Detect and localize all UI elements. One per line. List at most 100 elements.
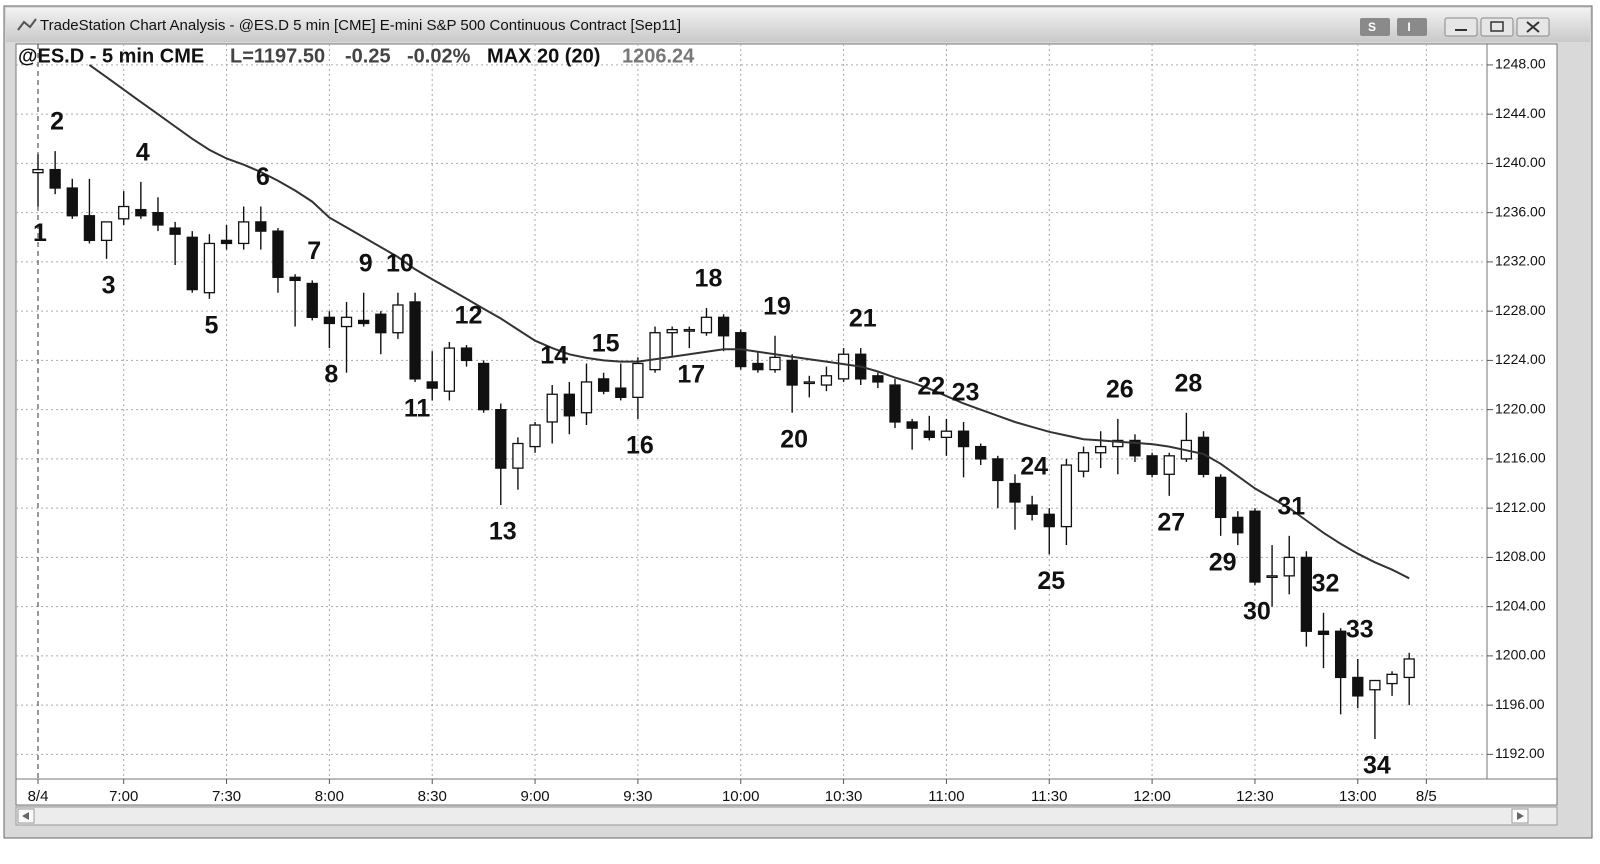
- candle-body: [100, 221, 113, 242]
- candle-body: [1163, 455, 1175, 475]
- app-icon: [17, 18, 37, 31]
- candle-body: [1249, 510, 1261, 583]
- candle-body: [203, 242, 216, 294]
- candle-body: [649, 332, 661, 371]
- grid: 1192.00 1196.00 1200.00 1204.00 1208.00 1212.…: [16, 44, 1546, 805]
- annotation: 1: [33, 219, 47, 247]
- candle-body: [409, 301, 421, 380]
- annotation: 32: [1312, 569, 1340, 597]
- y-tick-label: 1236.00: [1495, 203, 1546, 219]
- annotation: 21: [849, 305, 877, 333]
- candle-body: [666, 328, 678, 334]
- candle-body: [580, 381, 593, 414]
- candle-body: [940, 430, 953, 439]
- candle-body: [83, 215, 96, 242]
- candle-body: [1112, 439, 1124, 448]
- x-tick-label: 8/5: [1416, 788, 1437, 805]
- x-tick-label: 10:00: [722, 788, 760, 805]
- candle-body: [375, 313, 387, 334]
- candle-body: [717, 316, 730, 337]
- candle-body: [49, 168, 61, 189]
- pct-change: -0.02%: [407, 45, 471, 67]
- y-tick-label: 1208.00: [1495, 548, 1546, 564]
- candle-body: [306, 282, 318, 318]
- annotation: 31: [1277, 492, 1305, 520]
- candle-body: [923, 430, 935, 439]
- candle-body: [1215, 476, 1227, 519]
- candle-body: [786, 359, 798, 386]
- annotation: 18: [695, 265, 723, 293]
- annotation: 15: [592, 329, 620, 357]
- y-tick-label: 1192.00: [1495, 745, 1545, 761]
- indicator-value: 1206.24: [622, 45, 695, 67]
- annotation: 3: [102, 271, 116, 299]
- candle-body: [803, 381, 815, 385]
- annotation: 17: [677, 361, 705, 389]
- annotation: 34: [1363, 752, 1391, 780]
- button-label[interactable]: I: [1407, 20, 1410, 34]
- candle-body: [118, 205, 130, 220]
- candle-body: [529, 424, 541, 448]
- time-axis: [15, 778, 1558, 806]
- menu-button[interactable]: [1397, 18, 1427, 36]
- candle-body: [769, 356, 781, 371]
- y-tick-label: 1240.00: [1495, 154, 1546, 170]
- y-tick-label: 1196.00: [1495, 696, 1545, 712]
- candle-body: [66, 187, 78, 217]
- x-tick-label: 12:30: [1236, 788, 1274, 805]
- net-change: -0.25: [345, 45, 391, 67]
- y-tick-label: 1200.00: [1495, 647, 1546, 663]
- x-tick-label: 11:00: [928, 788, 964, 805]
- candle-body: [1060, 464, 1073, 528]
- candle-body: [1369, 679, 1381, 691]
- candle-body: [1146, 455, 1158, 475]
- y-tick-label: 1216.00: [1495, 450, 1546, 466]
- candle-body: [32, 168, 44, 174]
- annotation: 13: [489, 518, 517, 546]
- button-label[interactable]: S: [1368, 20, 1376, 34]
- candle-body: [872, 375, 884, 383]
- window-buttons[interactable]: S I: [1360, 17, 1550, 37]
- x-tick-label: 7:30: [212, 788, 241, 805]
- scroll-bar[interactable]: [15, 806, 1558, 826]
- plot-area: [15, 43, 1488, 780]
- annotation: 4: [136, 138, 150, 166]
- annotation: 29: [1209, 548, 1237, 576]
- candle-body: [1317, 630, 1330, 635]
- annotation: 28: [1174, 369, 1202, 397]
- annotation: 26: [1106, 375, 1134, 403]
- candle-body: [238, 221, 250, 245]
- candle-body: [1266, 575, 1278, 579]
- candle-body: [512, 442, 524, 469]
- annotation: 10: [386, 249, 414, 277]
- annotation: 25: [1037, 567, 1065, 595]
- candle-body: [820, 375, 833, 386]
- indicator-name: MAX 20 (20): [487, 45, 600, 67]
- minimize-button[interactable]: [1444, 17, 1478, 37]
- candle-body: [889, 384, 901, 423]
- x-tick-label: 11:30: [1031, 788, 1067, 805]
- symbol: @ES.D - 5 min CME: [18, 45, 204, 67]
- candle-body: [1334, 630, 1347, 679]
- candle-body: [255, 221, 267, 232]
- annotation: 33: [1346, 616, 1374, 644]
- candle-body: [495, 409, 507, 469]
- candle-body: [358, 319, 370, 325]
- candle-body: [563, 393, 575, 417]
- x-tick-label: 8:00: [315, 788, 344, 805]
- y-tick-label: 1244.00: [1495, 105, 1546, 121]
- y-tick-label: 1248.00: [1495, 56, 1546, 72]
- annotation: 7: [307, 237, 321, 265]
- annotation: 19: [763, 292, 791, 320]
- candle-body: [1077, 452, 1090, 472]
- candle-body: [186, 236, 198, 291]
- x-tick-label: 12:00: [1133, 788, 1171, 805]
- title-bar: [6, 8, 1590, 42]
- close-glyph: [1526, 21, 1540, 33]
- annotation: 2: [50, 108, 64, 136]
- maximize-button[interactable]: [1480, 17, 1514, 37]
- candle-body: [992, 458, 1004, 482]
- annotation: 6: [256, 163, 270, 191]
- menu-button[interactable]: [1360, 18, 1390, 36]
- candle-body: [1232, 516, 1244, 534]
